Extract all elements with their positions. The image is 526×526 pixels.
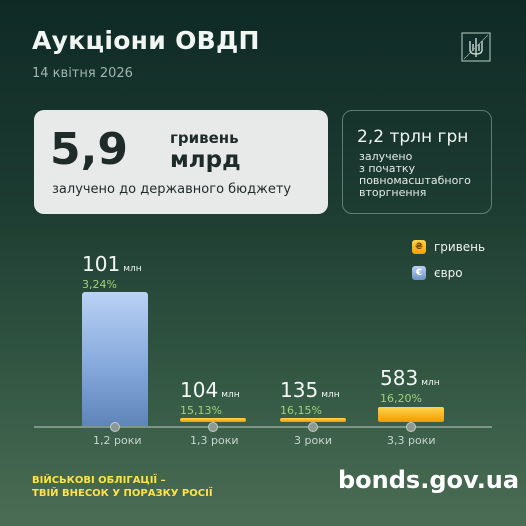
bar-unit: млн: [421, 378, 440, 388]
since-invasion-line: залучено: [359, 150, 413, 163]
bar-share: 16,15%: [280, 404, 322, 417]
x-tick-label: 1,2 роки: [93, 434, 142, 447]
axis-tick: [308, 422, 318, 432]
bar-amount: 135: [280, 378, 319, 402]
axis-tick: [406, 422, 416, 432]
total-raised-scale: млрд: [170, 147, 241, 173]
since-invasion-line: повномасштабного: [359, 174, 471, 187]
x-tick-label: 3,3 роки: [387, 434, 436, 447]
legend-label: гривень: [434, 240, 486, 254]
legend-label: євро: [434, 266, 463, 280]
bar-3: [280, 418, 346, 422]
page-title: Аукціони ОВДП: [32, 26, 260, 55]
bar-label-4: 583 млн 16,20%: [380, 366, 440, 405]
auction-date: 14 квітня 2026: [32, 66, 133, 81]
bar-label-2: 104 млн 15,13%: [180, 378, 240, 417]
bar-unit: млн: [221, 390, 240, 400]
since-invasion-line: з початку: [359, 162, 416, 175]
bar-unit: млн: [123, 264, 142, 274]
total-raised-currency: гривень: [170, 129, 239, 147]
x-axis-line: [34, 426, 492, 428]
bar-amount: 583: [380, 366, 419, 390]
bar-share: 3,24%: [82, 278, 117, 291]
trident-emblem-icon: [461, 32, 491, 62]
total-raised-card: 5,9 гривень млрд залучено до державного …: [34, 110, 328, 214]
x-tick-label: 3 роки: [294, 434, 333, 447]
bar-share: 15,13%: [180, 404, 222, 417]
legend-euro: € євро: [412, 266, 463, 280]
since-invasion-value: 2,2 трлн грн: [357, 127, 469, 147]
website-link[interactable]: bonds.gov.ua: [338, 466, 520, 494]
slogan-line: ТВІЙ ВНЕСОК У ПОРАЗКУ РОСІЇ: [32, 488, 213, 499]
total-raised-value: 5,9: [50, 124, 128, 175]
slogan: ВІЙСЬКОВІ ОБЛІГАЦІЇ – ТВІЙ ВНЕСОК У ПОРА…: [32, 474, 213, 500]
since-invasion-description: залучено з початку повномасштабного втор…: [359, 151, 489, 199]
bar-unit: млн: [321, 390, 340, 400]
bar-2: [180, 418, 246, 422]
bar-1: [82, 292, 148, 426]
hryvnia-icon: ₴: [412, 240, 426, 254]
bar-share: 16,20%: [380, 392, 422, 405]
legend-hryvnia: ₴ гривень: [412, 240, 485, 254]
bar-4: [378, 407, 444, 422]
bar-label-1: 101 млн 3,24%: [82, 252, 142, 291]
bar-label-3: 135 млн 16,15%: [280, 378, 340, 417]
total-raised-description: залучено до державного бюджету: [52, 182, 292, 197]
bar-amount: 104: [180, 378, 219, 402]
axis-tick: [110, 422, 120, 432]
slogan-line: ВІЙСЬКОВІ ОБЛІГАЦІЇ –: [32, 475, 166, 486]
axis-tick: [208, 422, 218, 432]
x-tick-label: 1,3 роки: [190, 434, 239, 447]
bar-amount: 101: [82, 252, 121, 276]
since-invasion-line: вторгнення: [359, 186, 427, 199]
since-invasion-card: 2,2 трлн грн залучено з початку повномас…: [342, 110, 492, 214]
euro-icon: €: [412, 266, 426, 280]
